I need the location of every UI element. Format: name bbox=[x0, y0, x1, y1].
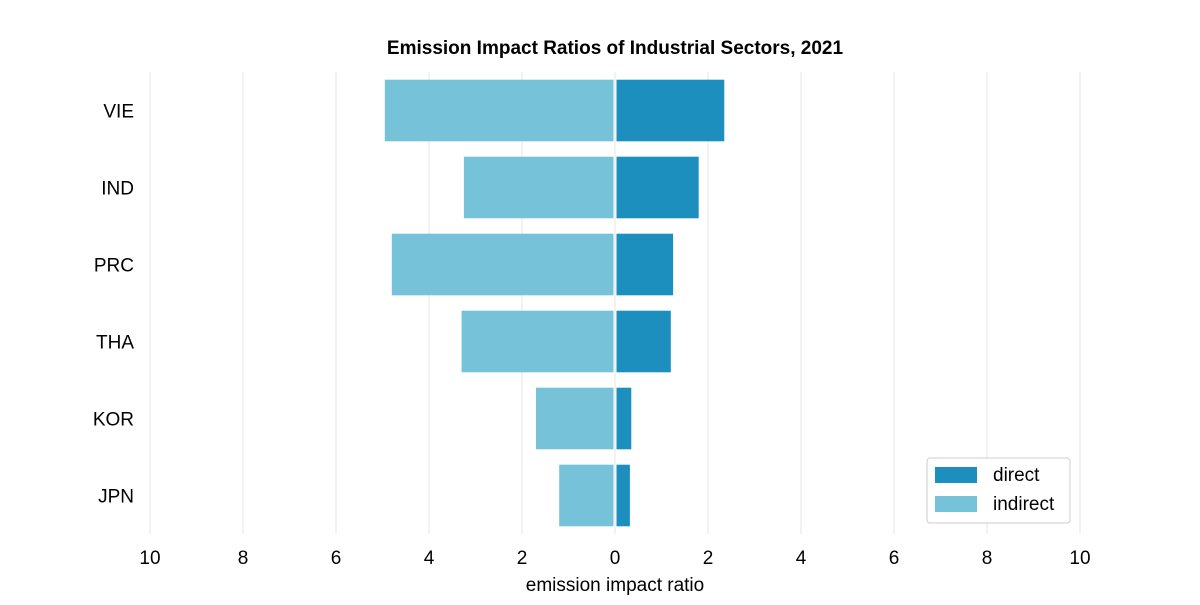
bar-direct-vie bbox=[616, 79, 725, 142]
bar-indirect-ind bbox=[463, 156, 614, 219]
x-tick-label-2: 6 bbox=[331, 548, 342, 569]
bars bbox=[384, 79, 725, 527]
x-tick-label-7: 4 bbox=[796, 548, 807, 569]
bar-direct-prc bbox=[616, 233, 674, 296]
bar-indirect-jpn bbox=[559, 464, 614, 527]
y-tick-label-vie: VIE bbox=[103, 102, 134, 123]
y-tick-label-jpn: JPN bbox=[98, 487, 134, 508]
x-tick-label-3: 4 bbox=[424, 548, 435, 569]
y-tick-label-prc: PRC bbox=[94, 256, 134, 277]
y-tick-labels: VIE IND PRC THA KOR JPN bbox=[93, 102, 135, 508]
x-tick-label-10: 10 bbox=[1069, 548, 1090, 569]
y-tick-label-ind: IND bbox=[101, 179, 134, 200]
bar-direct-ind bbox=[616, 156, 699, 219]
x-axis-label: emission impact ratio bbox=[526, 575, 704, 596]
x-tick-label-8: 6 bbox=[889, 548, 900, 569]
bar-indirect-prc bbox=[391, 233, 614, 296]
legend-swatch-indirect bbox=[935, 496, 977, 512]
gridlines bbox=[149, 72, 1081, 534]
x-tick-label-4: 2 bbox=[517, 548, 528, 569]
bar-direct-kor bbox=[616, 387, 632, 450]
legend-label-direct: direct bbox=[993, 465, 1040, 486]
x-tick-label-0: 10 bbox=[139, 548, 160, 569]
legend: direct indirect bbox=[926, 457, 1071, 524]
y-tick-label-kor: KOR bbox=[93, 410, 134, 431]
x-tick-label-1: 8 bbox=[238, 548, 249, 569]
bar-indirect-vie bbox=[384, 79, 614, 142]
chart-title: Emission Impact Ratios of Industrial Sec… bbox=[387, 38, 844, 59]
y-tick-label-tha: THA bbox=[96, 333, 134, 354]
x-tick-labels: 10 8 6 4 2 0 2 4 6 8 10 bbox=[139, 548, 1090, 569]
bar-direct-tha bbox=[616, 310, 671, 373]
x-tick-label-6: 2 bbox=[703, 548, 714, 569]
legend-swatch-direct bbox=[935, 467, 977, 483]
x-tick-label-9: 8 bbox=[982, 548, 993, 569]
x-tick-label-5: 0 bbox=[610, 548, 621, 569]
bar-direct-jpn bbox=[616, 464, 630, 527]
bar-indirect-kor bbox=[535, 387, 614, 450]
legend-label-indirect: indirect bbox=[993, 494, 1055, 515]
bar-indirect-tha bbox=[461, 310, 614, 373]
